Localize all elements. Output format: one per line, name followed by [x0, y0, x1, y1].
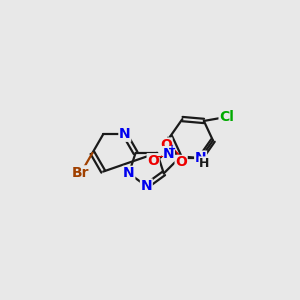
- Text: O: O: [175, 155, 187, 170]
- Text: N: N: [195, 151, 206, 165]
- Text: H: H: [199, 157, 210, 170]
- Text: O: O: [147, 154, 159, 168]
- Text: N: N: [119, 127, 130, 141]
- Text: N: N: [123, 167, 135, 180]
- Text: −: −: [155, 152, 164, 162]
- Text: +: +: [168, 144, 176, 154]
- Text: Cl: Cl: [219, 110, 234, 124]
- Text: Br: Br: [72, 166, 90, 180]
- Text: N: N: [140, 179, 152, 193]
- Text: N: N: [163, 147, 174, 160]
- Text: O: O: [160, 138, 172, 152]
